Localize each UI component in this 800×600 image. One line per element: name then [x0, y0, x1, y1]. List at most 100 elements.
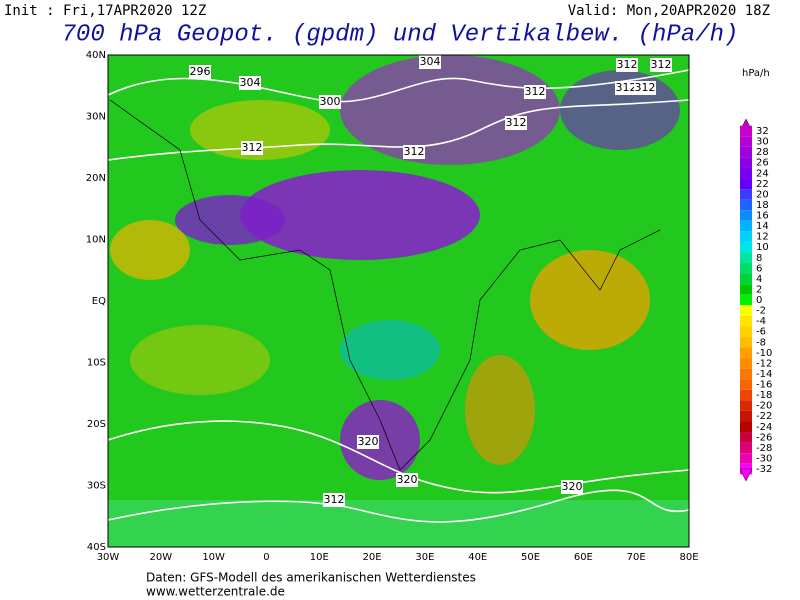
lat-label: 40N: [86, 50, 106, 61]
colorbar-swatch: [740, 220, 752, 232]
lon-label: 60E: [574, 552, 593, 563]
colorbar-label: -2: [756, 306, 766, 317]
colorbar-label: -12: [756, 358, 772, 369]
lon-label: 10W: [202, 552, 225, 563]
lon-label: 50E: [521, 552, 540, 563]
contour-label: 320: [358, 435, 379, 448]
lat-label: 20S: [87, 419, 106, 430]
contour-label-box: [403, 145, 425, 159]
colorbar-swatch: [740, 358, 752, 369]
colorbar-swatch: [740, 199, 752, 211]
contour-label-box: [357, 435, 379, 449]
colorbar-label: 2: [756, 284, 762, 295]
contour-label-box: [561, 480, 583, 494]
contour-label: 312: [635, 81, 656, 94]
lat-label: 40S: [87, 542, 106, 553]
colorbar-swatch: [740, 284, 752, 295]
contour-label: 312: [506, 116, 527, 129]
lat-label: 20N: [86, 173, 106, 184]
contour-label: 312: [616, 81, 637, 94]
contour-label: 312: [651, 58, 672, 71]
map-frame: [107, 54, 690, 548]
ascent-region: [340, 400, 420, 480]
colorbar-label: 32: [756, 126, 769, 137]
colorbar-swatch: [740, 326, 752, 337]
ascent-region: [175, 195, 285, 245]
colorbar-swatch: [740, 421, 752, 433]
contours: [107, 69, 690, 523]
colorbar-swatch: [740, 178, 752, 190]
lon-label: 30W: [97, 552, 120, 563]
descent-region: [530, 250, 650, 350]
contour-label: 312: [404, 145, 425, 158]
colorbar-label: -18: [756, 390, 772, 401]
contour-label-box: [323, 493, 345, 507]
colorbar-label: -32: [756, 464, 772, 475]
colorbar-swatch: [740, 241, 752, 253]
colorbar-swatch: [740, 410, 752, 422]
colorbar-label: 0: [756, 295, 762, 306]
contour-label-box: [615, 81, 637, 95]
field-band: [108, 500, 689, 547]
colorbar-swatch: [740, 252, 752, 264]
colorbar-label: 22: [756, 179, 769, 190]
lon-label: 40E: [468, 552, 487, 563]
colorbar-swatch: [740, 146, 752, 158]
contour-label: 312: [324, 493, 345, 506]
contour-label-box: [241, 141, 263, 155]
map-field: [107, 55, 690, 547]
colorbar-label: 26: [756, 158, 769, 169]
colorbar-swatch: [740, 136, 752, 147]
lon-label: 70E: [627, 552, 646, 563]
colorbar-swatch: [740, 432, 752, 443]
colorbar-swatch: [740, 273, 752, 285]
colorbar-swatch: [740, 210, 752, 221]
colorbar-label: 14: [756, 221, 769, 232]
colorbar-label: 20: [756, 189, 769, 200]
contour-label-box: [396, 473, 418, 487]
contour-label: 312: [617, 58, 638, 71]
colorbar-label: -6: [756, 327, 766, 338]
colorbar-cap: [739, 468, 753, 482]
contour-label: 320: [562, 480, 583, 493]
colorbar-label: -26: [756, 432, 772, 443]
contour-label: 296: [190, 65, 211, 78]
colorbar-swatch: [740, 315, 752, 327]
colorbar-label: 30: [756, 137, 769, 148]
footer-source: Daten: GFS-Modell des amerikanischen Wet…: [146, 571, 476, 585]
colorbar-swatch: [740, 400, 752, 411]
colorbar-label: 4: [756, 274, 762, 285]
colorbar-swatch: [740, 125, 752, 137]
colorbar-label: 28: [756, 147, 769, 158]
colorbar-label: 24: [756, 168, 769, 179]
colorbar-swatch: [740, 263, 752, 274]
colorbar-label: 16: [756, 211, 769, 222]
colorbar-label: -20: [756, 401, 772, 412]
colorbar-label: 10: [756, 242, 769, 253]
contour-label-box: [419, 55, 441, 69]
descent-region: [130, 325, 270, 395]
colorbar-swatch: [740, 453, 752, 464]
contour-label: 312: [242, 141, 263, 154]
lon-label: 10E: [310, 552, 329, 563]
contour-label-box: [189, 65, 211, 79]
contour-label: 312: [525, 85, 546, 98]
colorbar-swatch: [740, 231, 752, 242]
contour-label-box: [239, 76, 261, 90]
lon-label: 20E: [363, 552, 382, 563]
lat-label: 10N: [86, 235, 106, 246]
colorbar-label: -10: [756, 348, 772, 359]
footer-url: www.wetterzentrale.de: [146, 585, 285, 599]
lon-label: 20W: [150, 552, 173, 563]
lat-label: 30N: [86, 112, 106, 123]
colorbar-label: -22: [756, 411, 772, 422]
contour-label-box: [616, 58, 638, 72]
lon-label: 80E: [679, 552, 698, 563]
colorbar-swatch: [740, 336, 752, 348]
contour-label-box: [505, 116, 527, 130]
map-title: 700 hPa Geopot. (gpdm) und Vertikalbew. …: [62, 21, 739, 48]
contour-label-box: [650, 58, 672, 72]
colorbar-label: -28: [756, 443, 772, 454]
contour-label: 320: [397, 473, 418, 486]
